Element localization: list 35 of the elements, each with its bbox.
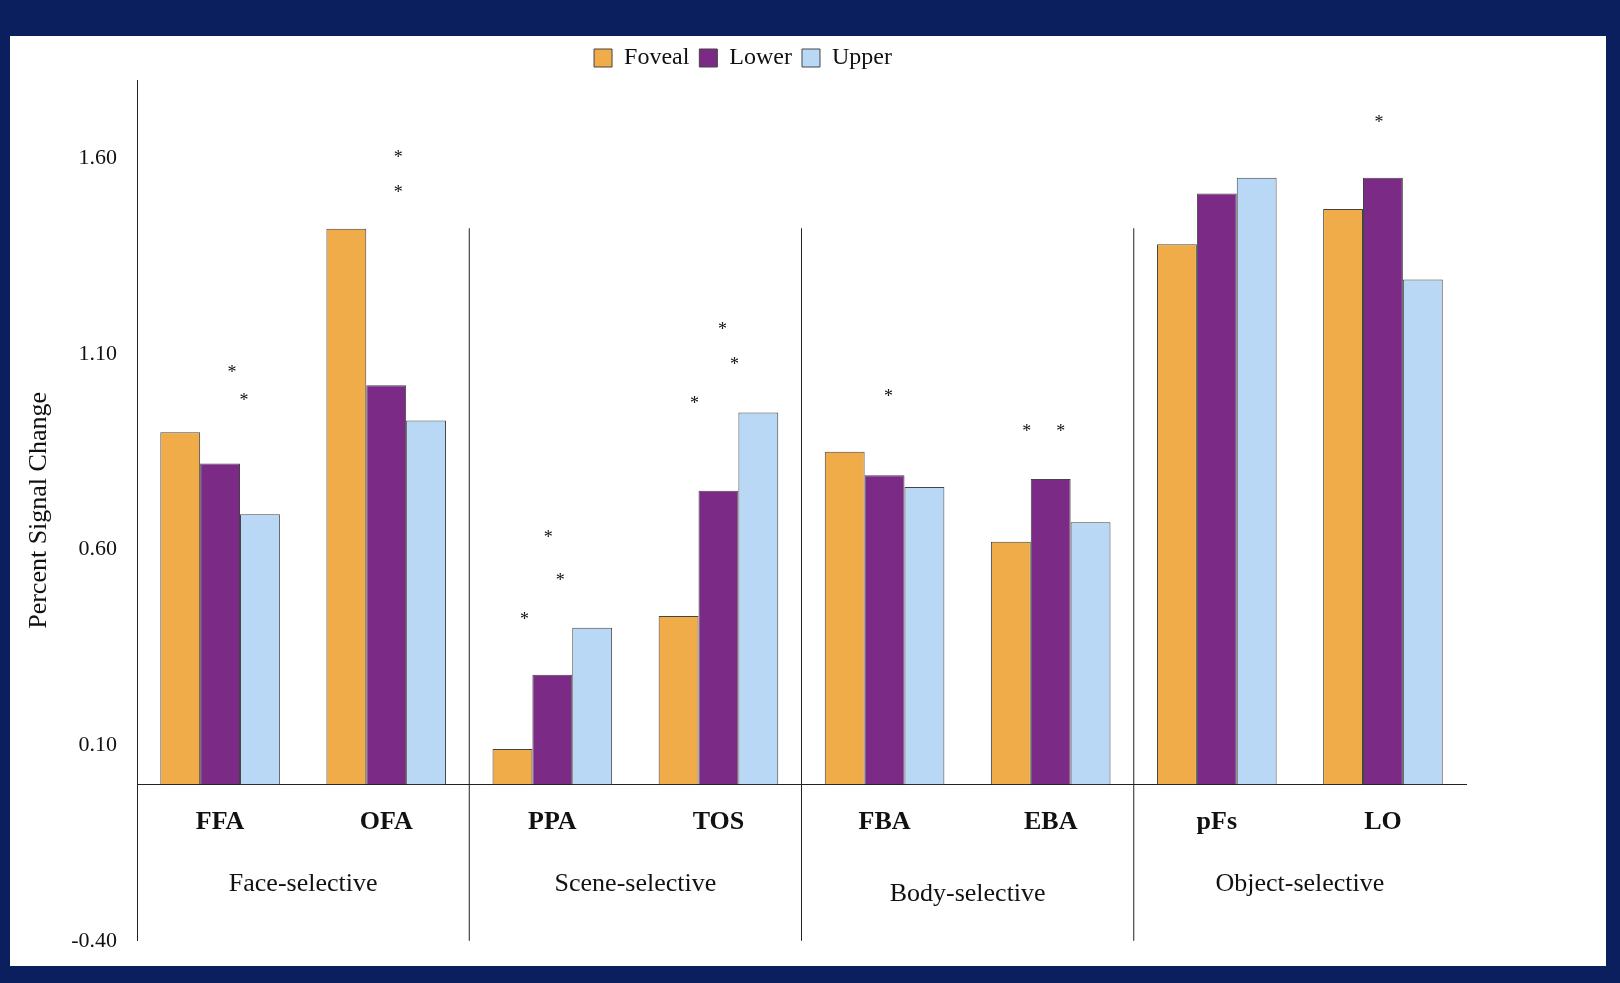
annotation: * — [555, 569, 565, 590]
x-tick-label: TOS — [692, 805, 745, 835]
annotation: * — [1056, 420, 1066, 441]
y-tick-label: 0.10 — [78, 730, 118, 756]
y-tick-label: -0.40 — [71, 926, 118, 952]
y-tick-label: 1.10 — [78, 339, 118, 365]
annotation: * — [729, 354, 739, 375]
annotation: * — [1374, 111, 1384, 132]
x-tick-label: LO — [1364, 805, 1402, 835]
annotation: * — [884, 385, 894, 406]
y-tick-label: 1.60 — [78, 144, 118, 170]
annotation: * — [239, 389, 249, 410]
x-tick-label: PPA — [528, 805, 577, 835]
annotation: Face-selective — [228, 868, 378, 898]
x-tick-label: pFs — [1196, 805, 1238, 835]
annotation: * — [393, 182, 403, 203]
annotation: Body-selective — [889, 878, 1046, 908]
annotation: * — [690, 393, 700, 414]
annotation: * — [717, 319, 727, 340]
x-tick-label: EBA — [1023, 805, 1078, 835]
legend-label: Lower — [729, 43, 792, 70]
annotation: * — [393, 146, 403, 167]
y-tick-label: 0.60 — [78, 535, 118, 561]
annotation: Object-selective — [1215, 868, 1385, 898]
x-tick-label: FFA — [195, 805, 245, 835]
legend-label: Foveal — [624, 43, 690, 70]
annotation: * — [227, 362, 237, 383]
y-axis-title: Percent Signal Change — [23, 391, 53, 629]
annotation: * — [1022, 420, 1032, 441]
legend-label: Upper — [831, 43, 892, 70]
annotation: * — [543, 526, 553, 547]
annotation: Scene-selective — [554, 868, 717, 898]
x-tick-label: OFA — [359, 805, 413, 835]
x-tick-label: FBA — [858, 805, 911, 835]
annotation: * — [519, 608, 529, 629]
